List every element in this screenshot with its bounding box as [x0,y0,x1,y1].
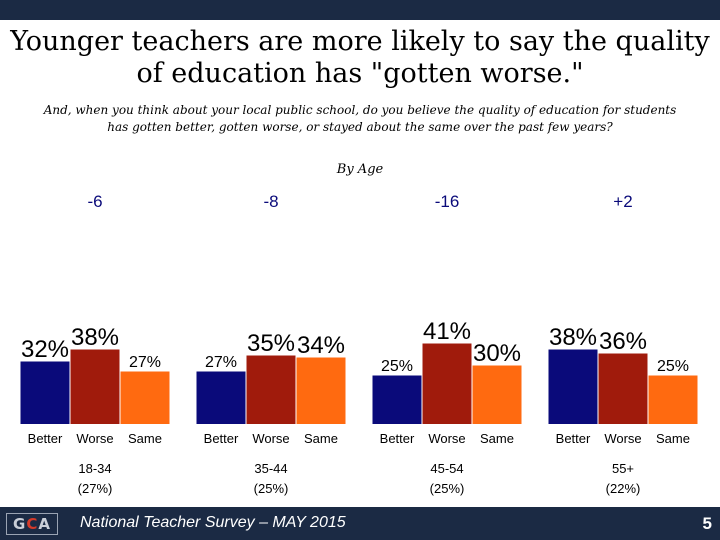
bar-chart: -6 32% Better 38% Worse 27% Same 18-34 (27%) -8 27… [19,192,699,496]
difference-label-45-54: -16 [435,192,460,211]
value-label-same-18-34: 27% [129,354,161,371]
bar-same-45-54 [471,364,523,426]
footer-bar: GCA National Teacher Survey – MAY 2015 5 [0,507,720,540]
bar-better-35-44 [195,370,247,426]
value-label-same-35-44: 34% [297,332,345,359]
category-label-same-35-44: Same [304,431,338,446]
bar-worse-35-44 [245,354,297,426]
difference-label-18-34: -6 [87,192,102,211]
page-title: Younger teachers are more likely to say … [0,26,720,90]
bar-worse-45-54 [421,342,473,426]
category-label-same-55: Same [656,431,690,446]
category-label-better-55: Better [556,431,591,446]
value-label-better-35-44: 27% [205,354,237,371]
category-label-better-35-44: Better [204,431,239,446]
category-label-worse-55: Worse [604,431,641,446]
category-label-better-18-34: Better [28,431,63,446]
title-line-2: of education has "gotten worse." [136,58,584,89]
footer-title: National Teacher Survey – MAY 2015 [80,514,346,531]
category-label-worse-35-44: Worse [252,431,289,446]
question-line-1: And, when you think about your local pub… [43,103,677,117]
bar-better-55 [547,348,599,426]
bar-worse-55 [597,352,649,426]
value-label-better-45-54: 25% [381,358,413,375]
title-line-1: Younger teachers are more likely to say … [10,26,710,57]
difference-label-55: +2 [613,192,632,211]
difference-label-35-44: -8 [263,192,278,211]
group-label-18-34: 18-34 [78,461,111,476]
group-share-55: (22%) [606,481,641,496]
group-share-35-44: (25%) [254,481,289,496]
value-label-same-55: 25% [657,358,689,375]
survey-question: And, when you think about your local pub… [10,102,710,136]
category-label-worse-45-54: Worse [428,431,465,446]
value-label-better-55: 38% [549,324,597,351]
category-label-same-45-54: Same [480,431,514,446]
value-label-worse-45-54: 41% [423,318,471,345]
value-label-worse-35-44: 35% [247,330,295,357]
bar-worse-18-34 [69,348,121,426]
group-share-45-54: (25%) [430,481,465,496]
value-label-better-18-34: 32% [21,336,69,363]
bar-better-18-34 [19,360,71,426]
group-label-45-54: 45-54 [430,461,463,476]
category-label-same-18-34: Same [128,431,162,446]
bar-better-45-54 [371,374,423,426]
top-bar [0,0,720,20]
group-share-18-34: (27%) [78,481,113,496]
group-label-55: 55+ [612,461,634,476]
group-label-35-44: 35-44 [254,461,287,476]
question-line-2: has gotten better, gotten worse, or stay… [107,120,613,134]
value-label-worse-18-34: 38% [71,324,119,351]
category-label-better-45-54: Better [380,431,415,446]
bar-same-55 [647,374,699,426]
category-label-worse-18-34: Worse [76,431,113,446]
bar-same-18-34 [119,370,171,426]
company-logo: GCA [6,513,58,535]
bar-same-35-44 [295,356,347,426]
value-label-worse-55: 36% [599,328,647,355]
value-label-same-45-54: 30% [473,340,521,367]
chart-subtitle: By Age [336,162,384,177]
page-number: 5 [702,514,712,533]
